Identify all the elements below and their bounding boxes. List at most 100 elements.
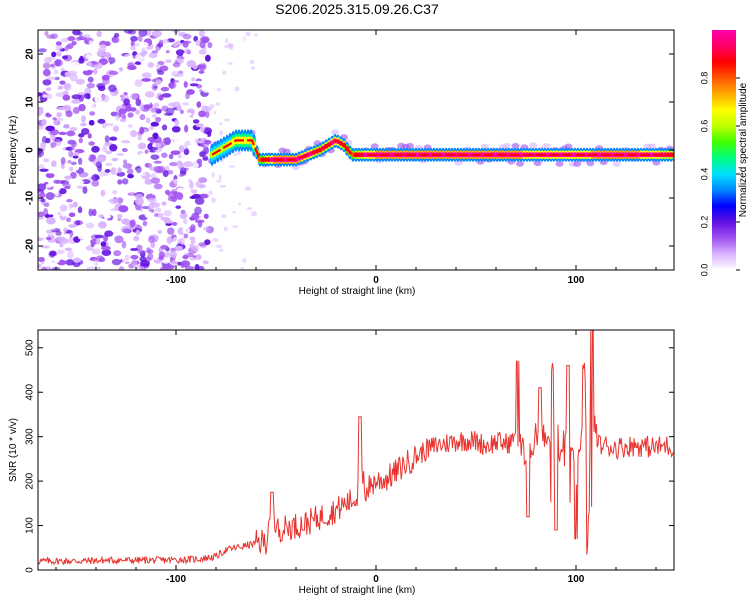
noise-speckle bbox=[69, 127, 78, 131]
noise-speckle bbox=[154, 226, 164, 231]
noise-speckle bbox=[72, 201, 78, 208]
noise-speckle bbox=[138, 30, 148, 37]
noise-speckle bbox=[201, 85, 212, 93]
noise-speckle bbox=[200, 118, 210, 126]
x-tick-label: 0 bbox=[373, 574, 379, 585]
noise-speckle bbox=[129, 191, 134, 196]
noise-speckle bbox=[111, 176, 118, 180]
noise-speckle bbox=[91, 208, 97, 217]
noise-speckle bbox=[179, 109, 184, 115]
noise-speckle bbox=[176, 192, 184, 201]
noise-speckle bbox=[80, 122, 87, 127]
noise-speckle bbox=[72, 106, 80, 115]
noise-speckle bbox=[171, 221, 178, 226]
noise-speckle bbox=[104, 122, 115, 127]
noise-speckle bbox=[250, 210, 258, 217]
noise-speckle bbox=[224, 38, 229, 44]
noise-speckle bbox=[218, 174, 222, 181]
noise-speckle bbox=[183, 233, 189, 239]
noise-speckle bbox=[179, 212, 188, 220]
noise-speckle bbox=[134, 61, 141, 65]
noise-speckle bbox=[183, 187, 189, 195]
y-tick-label: -20 bbox=[25, 238, 36, 253]
noise-speckle bbox=[215, 102, 220, 106]
ridge-halo bbox=[370, 143, 379, 150]
colorbar bbox=[712, 30, 736, 270]
noise-speckle bbox=[234, 39, 239, 45]
noise-speckle bbox=[62, 183, 71, 188]
noise-speckle bbox=[38, 125, 44, 130]
noise-speckle bbox=[195, 123, 204, 128]
noise-speckle bbox=[62, 104, 72, 111]
noise-speckle bbox=[81, 179, 91, 185]
noise-speckle bbox=[180, 153, 185, 161]
noise-speckle bbox=[121, 218, 130, 225]
noise-speckle bbox=[189, 195, 198, 200]
noise-speckle bbox=[59, 80, 66, 85]
noise-speckle bbox=[112, 190, 118, 195]
noise-speckle bbox=[104, 230, 114, 237]
noise-speckle bbox=[123, 98, 131, 106]
noise-speckle bbox=[53, 69, 59, 75]
noise-speckle bbox=[190, 77, 196, 82]
noise-speckle bbox=[71, 94, 82, 100]
y-tick-label: 400 bbox=[25, 383, 36, 400]
noise-speckle bbox=[186, 112, 192, 117]
noise-speckle bbox=[240, 267, 245, 270]
noise-speckle bbox=[127, 65, 137, 71]
ridge-core bbox=[211, 139, 674, 161]
noise-speckle bbox=[150, 177, 161, 184]
noise-speckle bbox=[55, 92, 66, 97]
noise-speckle bbox=[210, 244, 216, 248]
noise-speckle bbox=[78, 57, 85, 64]
noise-speckle bbox=[81, 115, 86, 123]
figure-title: S206.2025.315.09.26.C37 bbox=[275, 1, 439, 17]
noise-speckle bbox=[59, 204, 68, 212]
noise-speckle bbox=[165, 49, 170, 54]
noise-speckle bbox=[147, 235, 155, 244]
noise-speckle bbox=[56, 249, 65, 255]
noise-speckle bbox=[121, 147, 128, 153]
noise-speckle bbox=[213, 224, 217, 229]
noise-speckle bbox=[82, 66, 90, 71]
noise-speckle bbox=[77, 206, 83, 214]
noise-speckle bbox=[229, 165, 235, 168]
noise-speckle bbox=[58, 188, 67, 195]
noise-speckle bbox=[105, 150, 113, 155]
noise-speckle bbox=[90, 175, 96, 181]
noise-speckle bbox=[179, 237, 185, 245]
noise-speckle bbox=[91, 248, 101, 255]
noise-speckle bbox=[105, 162, 113, 167]
noise-speckle bbox=[211, 172, 216, 178]
noise-speckle bbox=[114, 235, 124, 244]
noise-speckle bbox=[182, 254, 189, 260]
noise-speckle bbox=[76, 180, 85, 184]
noise-speckle bbox=[175, 182, 183, 187]
noise-speckle bbox=[41, 222, 49, 230]
noise-speckle bbox=[115, 113, 120, 121]
noise-speckle bbox=[109, 136, 118, 141]
noise-speckle bbox=[189, 83, 199, 87]
noise-speckle bbox=[70, 61, 80, 67]
y-tick-label: -10 bbox=[25, 190, 36, 205]
noise-speckle bbox=[106, 30, 115, 39]
noise-speckle bbox=[183, 148, 190, 156]
noise-speckle bbox=[233, 152, 238, 157]
x-tick-label: 100 bbox=[568, 574, 585, 585]
noise-speckle bbox=[58, 131, 67, 136]
noise-speckle bbox=[77, 157, 83, 165]
noise-speckle bbox=[103, 214, 111, 219]
noise-speckle bbox=[152, 113, 157, 118]
noise-speckle bbox=[101, 114, 111, 119]
noise-speckle bbox=[213, 110, 217, 115]
snr-y-axis-label: SNR (10 * v/v) bbox=[8, 418, 19, 482]
noise-speckle bbox=[118, 205, 129, 213]
colorbar-tick-label: 0.0 bbox=[699, 264, 709, 277]
noise-speckle bbox=[39, 192, 46, 198]
noise-speckle bbox=[113, 250, 122, 257]
noise-speckle bbox=[113, 32, 120, 38]
ridge-halo bbox=[612, 160, 621, 167]
colorbar-tick-label: 0.2 bbox=[699, 216, 709, 229]
noise-speckle bbox=[241, 35, 248, 41]
noise-speckle bbox=[85, 54, 92, 59]
